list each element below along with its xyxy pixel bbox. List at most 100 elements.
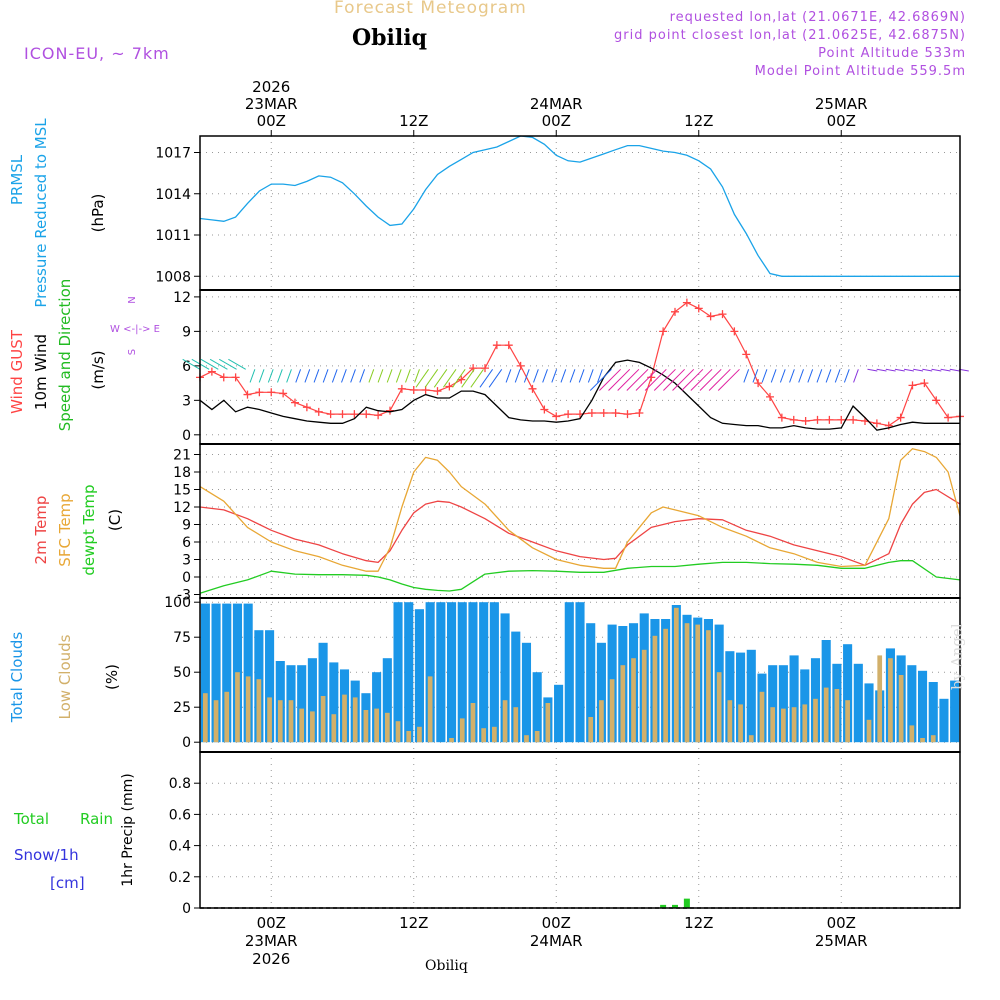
top-time-label: 12Z: [684, 112, 713, 130]
wind-direction-arrow: [578, 369, 585, 383]
total-cloud-bar: [917, 670, 928, 743]
pressure-panel-frame: [199, 135, 961, 291]
total-cloud-bar: [425, 602, 435, 743]
low-cloud-bar: [673, 607, 679, 743]
wind-speed-direction-label: Speed and Direction: [56, 279, 74, 432]
wind-direction-arrow: [922, 368, 933, 372]
gust-marker: [671, 307, 679, 316]
low-cloud-bar: [256, 679, 262, 743]
wind-direction-arrow: [470, 369, 484, 388]
pressure-y-tick-label: 1014: [155, 187, 191, 203]
wind-direction-arrow: [672, 368, 695, 391]
temperature-y-tick-label: 21: [173, 448, 191, 464]
total-cloud-bar: [532, 672, 542, 743]
snow-unit-label: [cm]: [50, 874, 85, 892]
wind-direction-arrow: [885, 368, 896, 372]
temperature-y-tick-label: 0: [182, 570, 191, 586]
wind-direction-arrow: [608, 368, 631, 391]
wind-direction-arrow: [635, 368, 658, 391]
wind-direction-arrow: [798, 369, 804, 383]
low-cloud-bar: [459, 718, 465, 743]
gust-marker: [587, 408, 596, 417]
pressure-y-tick-label: 1017: [155, 146, 191, 162]
total-label: Total: [13, 810, 49, 828]
wind-direction-arrow: [277, 369, 283, 383]
clouds-y-tick-label: 25: [173, 700, 191, 716]
rain-bar: [660, 904, 667, 908]
wind-direction-arrow: [569, 369, 576, 383]
gust-marker: [623, 410, 632, 419]
wind-direction-arrow: [209, 358, 228, 370]
low-cloud-bar: [652, 635, 658, 743]
gust-marker: [920, 379, 929, 388]
gust-marker: [777, 413, 786, 422]
gust-marker: [635, 408, 644, 417]
total-cloud-bar: [768, 665, 778, 743]
total-clouds-label: Total Clouds: [8, 632, 26, 724]
low-cloud-bar: [663, 628, 668, 743]
wind-direction-arrow: [377, 369, 384, 383]
low-cloud-bar: [545, 703, 551, 743]
clouds-y-tick-label: 50: [173, 665, 191, 681]
gust-marker: [742, 350, 751, 359]
low-cloud-bar: [310, 711, 315, 743]
temp-2m-label: 2m Temp: [32, 496, 50, 565]
low-cloud-bar: [898, 675, 904, 743]
wind-y-tick-label: 9: [182, 324, 191, 340]
low-cloud-bar: [738, 704, 743, 743]
gust-line: [199, 301, 961, 427]
gust-marker: [552, 412, 561, 421]
gust-marker: [932, 396, 941, 405]
low-cloud-bar: [588, 717, 594, 743]
temperature-y-tick-label: 6: [182, 535, 191, 551]
gust-marker: [374, 411, 383, 420]
point-altitude: Point Altitude 533m: [818, 46, 966, 61]
snow-label: Snow/1h: [14, 846, 79, 864]
low-cloud-bar: [245, 676, 251, 743]
total-cloud-bar: [489, 602, 499, 743]
low-cloud-bar: [802, 704, 808, 743]
low-cloud-bar: [374, 708, 379, 743]
low-cloud-bar: [427, 676, 433, 743]
low-cloud-bar: [695, 624, 701, 743]
top-time-label: 12Z: [399, 112, 428, 130]
wind-gust-label: Wind GUST: [8, 329, 26, 414]
low-cloud-bar: [363, 710, 369, 743]
wind-direction-arrow: [405, 369, 411, 383]
gust-marker: [504, 341, 513, 350]
total-cloud-bar: [297, 665, 307, 743]
wind-direction-arrow: [313, 369, 320, 383]
low-cloud-bar: [706, 630, 711, 743]
gust-marker: [516, 361, 525, 370]
wind-direction-arrow: [322, 369, 329, 383]
gust-marker: [291, 398, 299, 407]
wind-direction-arrow: [505, 369, 512, 383]
wind-direction-arrow: [699, 368, 722, 391]
wind-direction-arrow: [331, 369, 338, 383]
low-cloud-bar: [342, 694, 347, 743]
wind-direction-arrow: [663, 368, 685, 391]
wind-direction-arrow: [807, 369, 814, 383]
gust-marker: [409, 385, 418, 394]
low-cloud-bar: [534, 731, 540, 743]
compass-west-east: W <-|-> E: [110, 324, 160, 335]
wind-direction-arrow: [653, 368, 676, 391]
total-cloud-bar: [372, 672, 382, 743]
gust-marker: [255, 388, 264, 397]
total-cloud-bar: [382, 658, 392, 743]
precip-panel-frame: [199, 751, 961, 909]
precip-unit: 1hr Precip (mm): [120, 773, 136, 886]
wind-direction-arrow: [479, 369, 494, 388]
wind-direction-arrow: [894, 368, 905, 372]
gust-marker: [837, 415, 846, 424]
gust-marker: [528, 384, 537, 393]
model-altitude: Model Point Altitude 559.5m: [754, 64, 966, 79]
wind-direction-arrow: [182, 358, 201, 370]
low-cloud-bar: [834, 689, 840, 743]
gust-marker: [682, 298, 691, 307]
low-cloud-bar: [641, 649, 647, 743]
low-cloud-bar: [909, 725, 915, 743]
low-cloud-bar: [684, 623, 690, 743]
total-cloud-bar: [564, 602, 574, 743]
